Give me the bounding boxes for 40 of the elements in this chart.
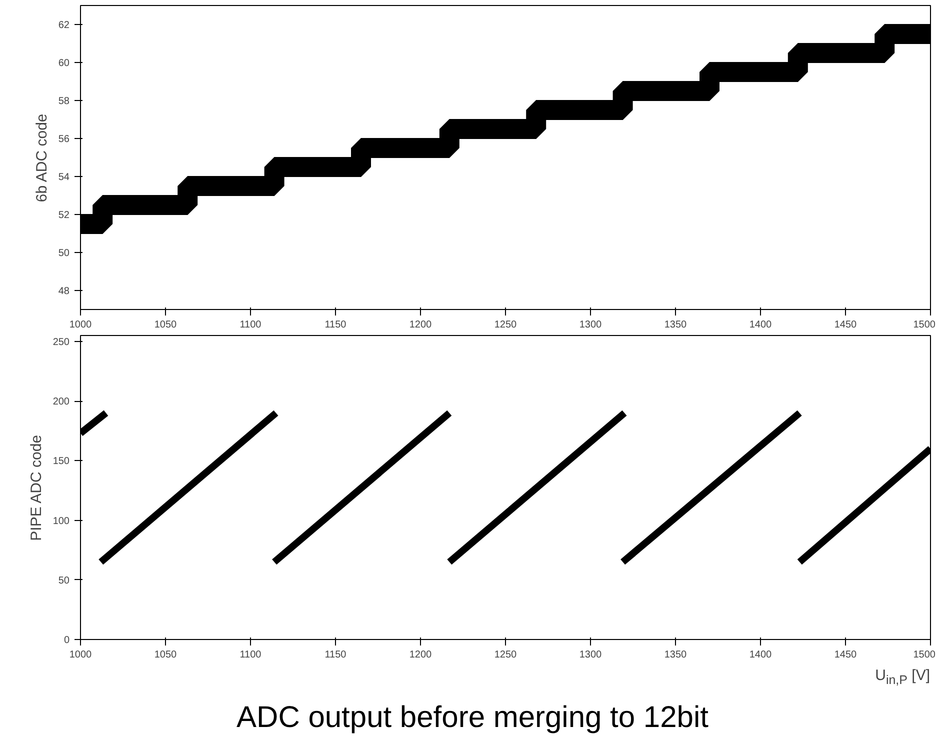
x-tick-label: 1250 — [494, 320, 518, 330]
x-tick-label: 1000 — [69, 650, 92, 660]
y-tick-label: 250 — [52, 336, 70, 348]
y-tick-label: 150 — [52, 456, 70, 468]
x-tick-label: 1350 — [664, 650, 688, 660]
x-tick-label: 1500 — [913, 650, 936, 660]
x-tick-label: 1150 — [324, 650, 347, 660]
x-axis-title: U$_{in,P}$ [V] — [875, 666, 930, 689]
x-tick-label: 1200 — [409, 320, 432, 330]
y-axis-title: PIPE ADC code — [28, 434, 45, 541]
x-tick-label: 1150 — [324, 320, 347, 330]
x-tick-label: 1450 — [834, 320, 858, 330]
y-tick-label: 0 — [64, 635, 70, 646]
y-axis-title: 6b ADC code — [33, 114, 50, 202]
x-tick-label: 1400 — [749, 650, 772, 660]
y-tick-label: 100 — [52, 516, 70, 527]
y-tick-label: 62 — [58, 20, 70, 31]
y-tick-label: 48 — [58, 286, 70, 297]
x-tick-label: 1000 — [69, 320, 92, 330]
x-tick-label: 1300 — [579, 320, 602, 330]
x-tick-label: 1400 — [749, 320, 772, 330]
x-tick-label: 1100 — [240, 650, 262, 660]
x-tick-label: 1450 — [834, 650, 858, 660]
text: ADC output before merging to 12bit — [236, 700, 708, 736]
x-tick-label: 1050 — [154, 320, 178, 330]
y-tick-label: 200 — [52, 396, 70, 408]
y-tick-label: 52 — [58, 210, 70, 221]
y-tick-label: 58 — [58, 96, 70, 107]
y-tick-label: 60 — [58, 58, 70, 69]
x-tick-label: 1350 — [664, 320, 688, 330]
x-tick-label: 1100 — [240, 320, 262, 330]
y-tick-label: 50 — [58, 575, 70, 586]
y-tick-label: 54 — [58, 172, 70, 183]
x-tick-label: 1050 — [154, 650, 178, 660]
x-tick-label: 1300 — [579, 650, 602, 660]
y-tick-label: 50 — [58, 248, 70, 259]
x-tick-label: 1500 — [913, 320, 936, 330]
x-tick-label: 1200 — [409, 650, 432, 660]
x-tick-label: 1250 — [494, 650, 518, 660]
y-tick-label: 56 — [58, 134, 70, 145]
